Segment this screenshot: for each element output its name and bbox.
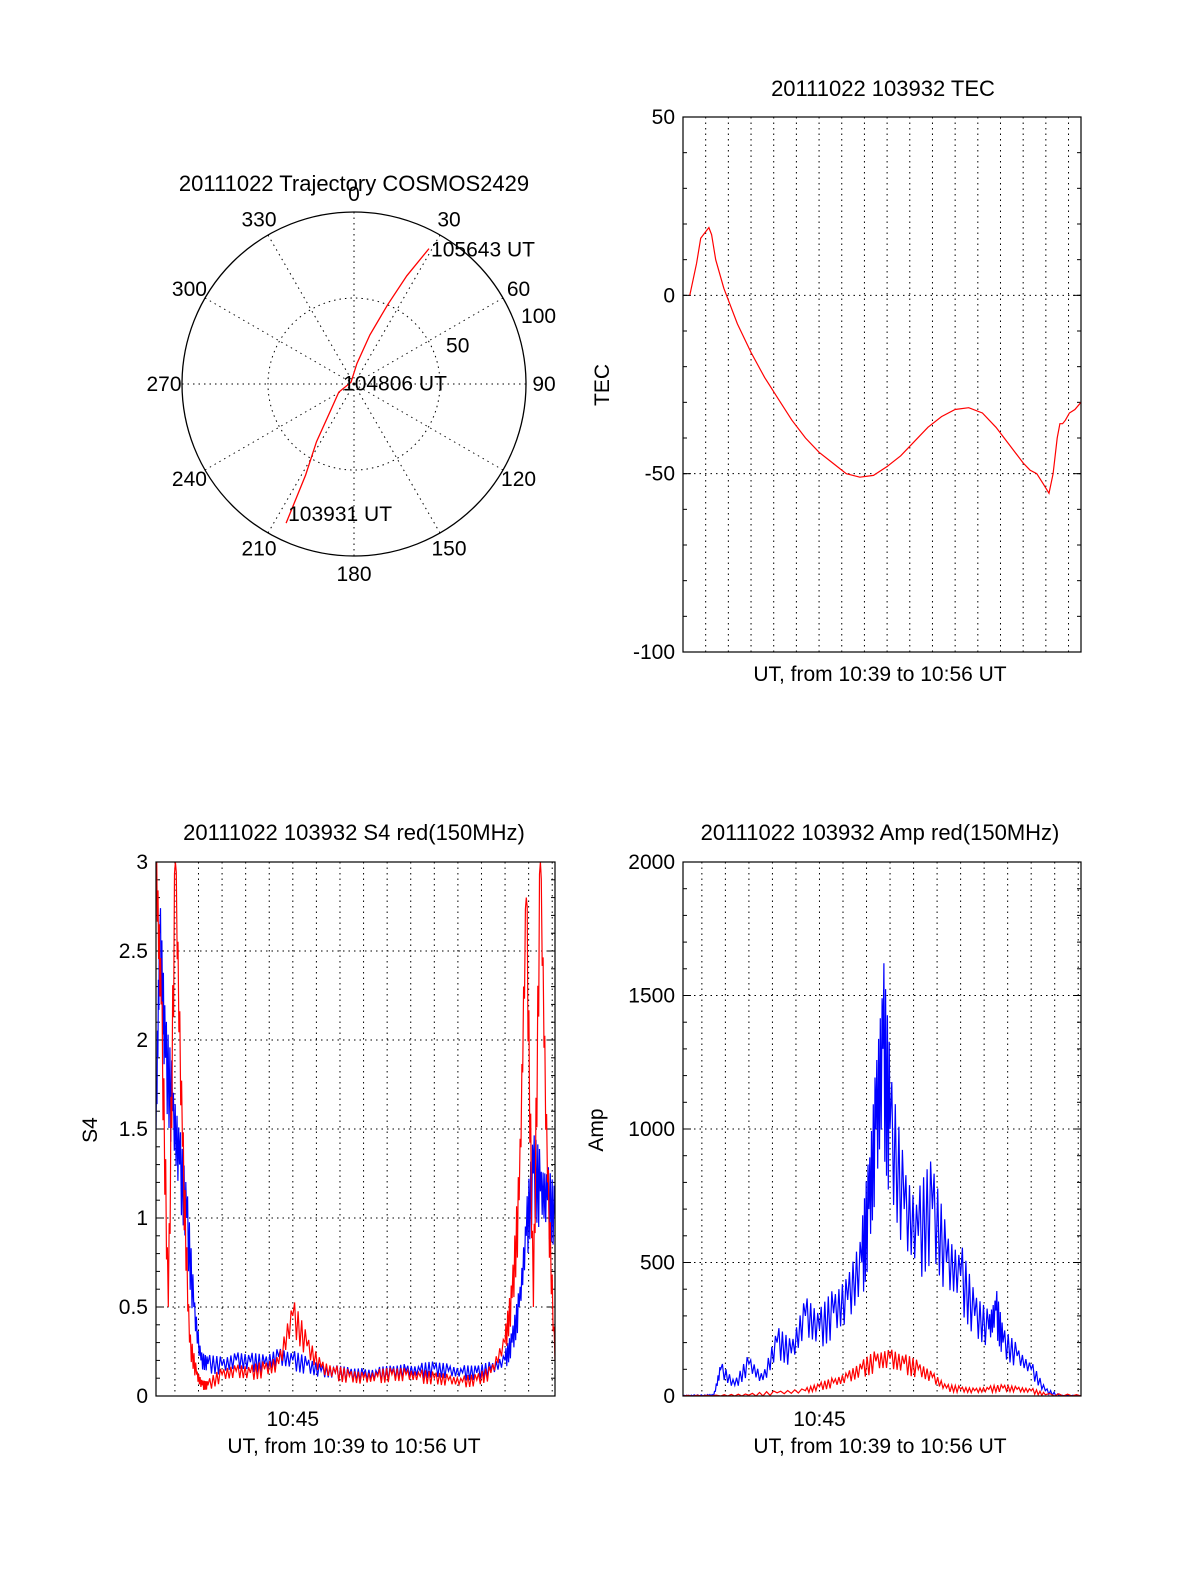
polar-grid (181, 211, 527, 557)
tec-plot-frame (682, 116, 1082, 653)
tec-series (689, 226, 1081, 495)
tec-x-axis-label: UT, from 10:39 to 10:56 UT (753, 663, 1006, 686)
polar-spoke (267, 234, 355, 385)
polar-angle-label: 30 (437, 208, 460, 231)
polar-spoke (353, 297, 504, 385)
polar-spoke (204, 297, 355, 385)
y-tick-label: -100 (633, 641, 675, 664)
polar-trajectory-series (285, 248, 430, 524)
amp-grid (683, 861, 1081, 1397)
y-tick-label: 0 (663, 1385, 675, 1408)
y-tick-label: 0 (663, 284, 675, 307)
amp-series (683, 963, 1081, 1396)
amp-x-tick-label: 10:45 (793, 1408, 846, 1431)
y-tick-label: 1 (136, 1207, 148, 1230)
polar-spoke (267, 383, 355, 534)
amp-y-ticks: 0 500 1000 1500 2000 (628, 851, 675, 1408)
y-tick-label: 2 (136, 1029, 148, 1052)
trajectory-line (285, 248, 430, 524)
data-series-line (689, 226, 1081, 495)
polar-ring-50 (267, 297, 441, 471)
s4-y-axis-label: S4 (79, 1117, 102, 1143)
tec-y-ticks: -100 -50 0 50 (633, 106, 675, 664)
s4-grid (156, 861, 555, 1397)
y-tick-label: 0.5 (119, 1296, 148, 1319)
polar-angle-label: 210 (241, 538, 276, 561)
polar-angle-label: 60 (507, 278, 530, 301)
y-tick-label: -50 (645, 463, 675, 486)
y-tick-label: 50 (652, 106, 675, 129)
y-tick-label: 1.5 (119, 1118, 148, 1141)
polar-angle-labels: 0 30 60 90 120 150 180 210 240 270 300 330 50 100 (146, 183, 556, 586)
data-series-line (156, 908, 555, 1382)
data-series-line (683, 963, 1081, 1396)
s4-y-ticks: 0 0.5 1 1.5 2 2.5 3 (119, 851, 148, 1408)
polar-radial-label: 50 (446, 334, 469, 357)
polar-radial-label: 100 (521, 305, 556, 328)
s4-title: 20111022 103932 S4 red(150MHz) (183, 820, 525, 845)
polar-angle-label: 270 (146, 373, 181, 396)
y-tick-label: 2000 (628, 851, 675, 874)
amp-plot-frame (682, 861, 1082, 1397)
polar-trajectory-panel: 20111022 Trajectory COSMOS2429 0 30 60 90 12… (146, 171, 556, 586)
polar-spoke (353, 234, 441, 385)
tec-title: 20111022 103932 TEC (771, 76, 995, 101)
y-tick-label: 1500 (628, 985, 675, 1008)
s4-panel: 20111022 103932 S4 red(150MHz) 0 0.5 1 1.5 2… (79, 820, 556, 1458)
polar-title: 20111022 Trajectory COSMOS2429 (179, 171, 529, 196)
amp-title: 20111022 103932 Amp red(150MHz) (701, 820, 1060, 845)
s4-series (156, 862, 555, 1390)
amp-x-axis-label: UT, from 10:39 to 10:56 UT (753, 1435, 1006, 1458)
trajectory-time-label: 104806 UT (343, 372, 447, 395)
polar-spoke (204, 383, 355, 471)
amp-panel: 20111022 103932 Amp red(150MHz) 0 500 1000… (585, 820, 1082, 1458)
polar-spoke (353, 383, 441, 534)
s4-plot-frame (155, 861, 556, 1397)
s4-x-axis-label: UT, from 10:39 to 10:56 UT (227, 1435, 480, 1458)
trajectory-time-label: 103931 UT (288, 503, 392, 526)
tec-y-axis-label: TEC (591, 364, 614, 406)
polar-angle-label: 300 (172, 278, 207, 301)
polar-angle-label: 90 (532, 373, 555, 396)
y-tick-label: 0 (136, 1385, 148, 1408)
y-tick-label: 2.5 (119, 940, 148, 963)
polar-angle-label: 0 (348, 183, 360, 206)
polar-outer-ring (181, 211, 527, 557)
y-tick-label: 3 (136, 851, 148, 874)
polar-annotations: 105643 UT 104806 UT 103931 UT (288, 239, 535, 527)
polar-angle-label: 240 (172, 468, 207, 491)
y-tick-label: 1000 (628, 1118, 675, 1141)
data-series-line (683, 1349, 1081, 1396)
y-tick-label: 500 (640, 1252, 675, 1275)
tec-grid (683, 116, 1081, 653)
amp-y-axis-label: Amp (585, 1108, 608, 1151)
tec-panel: 20111022 103932 TEC -100 -50 0 50 TEC UT, f… (591, 76, 1082, 686)
trajectory-time-label: 105643 UT (431, 239, 535, 262)
s4-x-tick-label: 10:45 (267, 1408, 320, 1431)
data-series-line (156, 862, 555, 1390)
polar-angle-label: 180 (336, 563, 371, 586)
polar-angle-label: 150 (431, 538, 466, 561)
polar-spoke (353, 383, 504, 471)
polar-angle-label: 120 (501, 468, 536, 491)
polar-angle-label: 330 (241, 208, 276, 231)
